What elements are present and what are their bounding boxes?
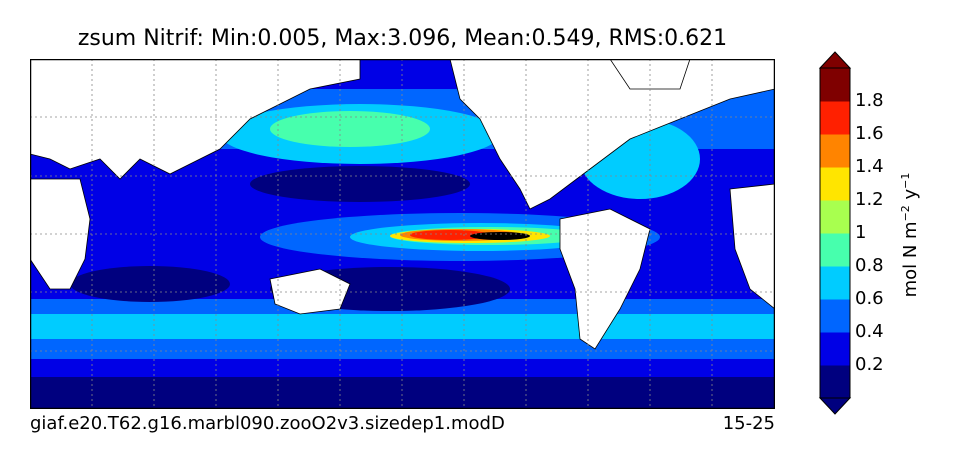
north-america (449, 59, 775, 210)
case-name: giaf.e20.T62.g16.marbl090.zooO2v3.sizede… (30, 413, 505, 434)
colorbar-top-arrow (818, 51, 852, 69)
colorbar-segment (820, 233, 850, 267)
eq-dark (470, 232, 530, 240)
colorbar-segment (820, 68, 850, 102)
eq-red (410, 230, 490, 240)
colorbar-segment (820, 101, 850, 135)
nitrification-map (30, 59, 775, 409)
indian-gyre (70, 266, 230, 302)
colorbar-tick-label: 1.6 (855, 123, 884, 144)
colorbar-bottom-arrow (818, 397, 852, 415)
colorbar-tick-label: 0.8 (855, 255, 884, 276)
colorbar-units: mol N m−2 y−1 (899, 172, 921, 298)
colorbar-tick-label: 1 (855, 222, 867, 243)
southern-ocean-light (30, 314, 775, 339)
antarctic-dark (30, 377, 775, 409)
colorbar-segment (820, 200, 850, 234)
north-pacific-green (270, 111, 430, 147)
colorbar-tick-label: 1.2 (855, 189, 884, 210)
colorbar-segment (820, 266, 850, 300)
colorbar-tick-label: 0.6 (855, 288, 884, 309)
graticule (30, 59, 775, 409)
plot-title: zsum Nitrif: Min:0.005, Max:3.096, Mean:… (77, 26, 728, 51)
map-frame (30, 59, 775, 409)
south-america (559, 208, 651, 350)
colorbar-tick-label: 1.4 (855, 156, 884, 177)
colorbar-tick-label: 0.4 (855, 321, 884, 342)
colorbar-tick-label: 1.8 (855, 90, 884, 111)
colorbar-segment (820, 365, 850, 399)
colorbar-segment (820, 167, 850, 201)
colorbar-tick-label: 0.2 (855, 354, 884, 375)
colorbar-segment (820, 134, 850, 168)
eurasia (30, 59, 361, 180)
colorbar-segment (820, 299, 850, 333)
colorbar-frame (819, 67, 851, 399)
years-label: 15-25 (722, 413, 775, 434)
land-masses (30, 59, 775, 350)
colorbar (818, 51, 852, 415)
colorbar-segment (820, 332, 850, 366)
africa-east (729, 183, 775, 310)
north-pacific-gyre (250, 166, 470, 202)
